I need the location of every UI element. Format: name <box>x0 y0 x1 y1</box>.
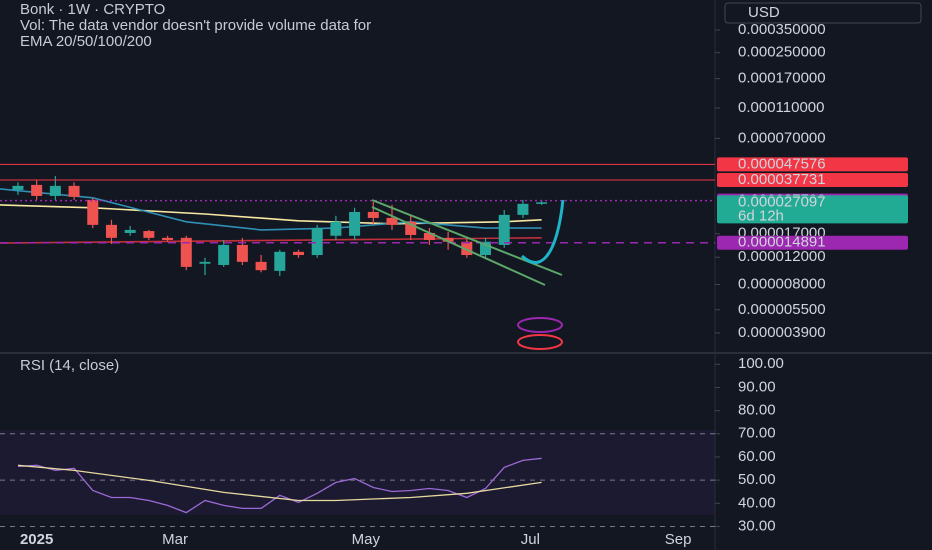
candle-body <box>49 185 61 196</box>
y-tick-label: 100.00 <box>738 355 784 372</box>
candle-body <box>68 185 80 197</box>
y-tick-label: 0.000250000 <box>738 44 826 61</box>
y-tick-label: 30.00 <box>738 517 776 534</box>
candle-body <box>180 237 192 267</box>
y-tick-label: 0.000350000 <box>738 21 826 38</box>
candle-body <box>31 184 43 196</box>
price-tag <box>717 235 908 250</box>
price-tag-label: 0.000014891 <box>738 234 826 251</box>
candle-body <box>12 185 24 190</box>
y-tick-label: 0.000110000 <box>738 99 824 116</box>
channel-line <box>371 206 546 286</box>
candle-body <box>274 251 286 271</box>
y-tick-label: 80.00 <box>738 402 776 419</box>
candle-body <box>442 237 454 242</box>
candle-body <box>236 244 248 262</box>
candle-body <box>480 241 492 256</box>
y-tick-label: 60.00 <box>738 448 776 465</box>
price-tag <box>717 173 908 188</box>
volume-note: Vol: The data vendor doesn't provide vol… <box>20 17 371 34</box>
price-tag <box>717 157 908 172</box>
candle-body <box>367 211 379 218</box>
y-tick-label: 0.000005500 <box>738 301 826 318</box>
candle-body <box>330 221 342 236</box>
rsi-title: RSI (14, close) <box>20 357 119 374</box>
candle-body <box>105 224 117 238</box>
series-line <box>17 457 542 514</box>
candle-body <box>423 232 435 240</box>
candle-body <box>143 231 155 238</box>
price-tag-label: 0.000027097 <box>738 193 826 210</box>
price-tag-label: 0.000037731 <box>738 171 826 188</box>
price-tag-label: 0.000047576 <box>738 155 826 172</box>
series-line <box>17 464 542 502</box>
x-tick-label: Jul <box>521 531 540 548</box>
currency[interactable]: USD <box>748 4 780 21</box>
indicator-legend: EMA 20/50/100/200 <box>20 33 152 50</box>
symbol-title: Bonk · 1W · CRYPTO <box>20 1 165 18</box>
marks <box>0 163 715 527</box>
candle-body <box>405 221 417 235</box>
y-tick-label: 0.000003900 <box>738 324 826 341</box>
hand-drawing <box>520 199 565 264</box>
y-tick-label: 0.000070000 <box>738 129 826 146</box>
y-tick-label: 0.000008000 <box>738 276 826 293</box>
y-tick-label: 0.000170000 <box>738 70 826 87</box>
candle-body <box>311 228 323 256</box>
candle-body <box>87 199 99 225</box>
x-tick-label: 2025 <box>20 531 53 548</box>
x-tick-label: May <box>352 531 381 548</box>
candle-body <box>162 237 174 240</box>
x-tick-label: Sep <box>665 531 692 548</box>
price-tag <box>717 195 908 224</box>
currency-button[interactable] <box>724 2 922 24</box>
y-tick-label: 50.00 <box>738 471 776 488</box>
candle-body <box>255 261 267 271</box>
candle-body <box>199 261 211 264</box>
rsi-zone <box>0 430 715 515</box>
candle-body <box>292 251 304 256</box>
x-tick-label: Mar <box>162 531 188 548</box>
candle-body <box>536 202 548 204</box>
candle-body <box>517 203 529 215</box>
candle-body <box>386 217 398 225</box>
candle-body <box>124 229 136 233</box>
candle-body <box>461 241 473 256</box>
candle-body <box>349 211 361 236</box>
y-tick-label: 90.00 <box>738 378 776 395</box>
candle-body <box>498 214 510 245</box>
candle-body <box>218 244 230 265</box>
event-icon[interactable] <box>517 334 563 350</box>
y-tick-label: 40.00 <box>738 494 776 511</box>
y-tick-label: 0.000012000 <box>738 248 826 265</box>
event-icon[interactable] <box>517 317 563 333</box>
countdown: 6d 12h <box>738 207 784 224</box>
series-line <box>0 188 542 231</box>
y-tick-label: 70.00 <box>738 425 776 442</box>
